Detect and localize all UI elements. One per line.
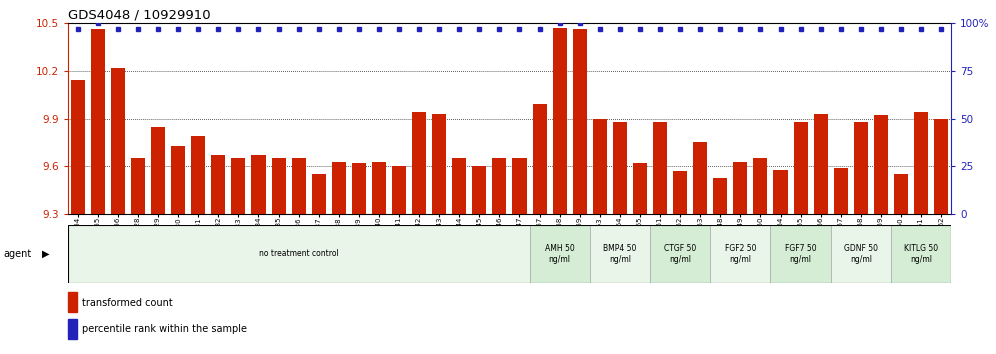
Bar (111, 68, 124, 214)
Bar (91, 29, 105, 214)
Text: GDNF 50
ng/ml: GDNF 50 ng/ml (844, 244, 877, 264)
Text: CTGF 50
ng/ml: CTGF 50 ng/ml (664, 244, 696, 264)
Text: transformed count: transformed count (82, 298, 172, 308)
Bar (573, 29, 587, 214)
Bar (272, 159, 286, 214)
Bar (914, 112, 928, 214)
Bar (854, 122, 868, 214)
FancyBboxPatch shape (590, 225, 650, 283)
Bar (894, 175, 908, 214)
Bar (392, 166, 406, 214)
Bar (472, 166, 486, 214)
Bar (653, 122, 667, 214)
Bar (873, 115, 887, 214)
Bar (713, 178, 727, 214)
Text: no treatment control: no treatment control (259, 250, 339, 258)
Text: KITLG 50
ng/ml: KITLG 50 ng/ml (904, 244, 938, 264)
Bar (613, 122, 626, 214)
Bar (593, 119, 607, 214)
Text: GDS4048 / 10929910: GDS4048 / 10929910 (68, 8, 210, 21)
Bar (251, 155, 266, 214)
FancyBboxPatch shape (710, 225, 771, 283)
FancyBboxPatch shape (771, 225, 831, 283)
Text: FGF7 50
ng/ml: FGF7 50 ng/ml (785, 244, 817, 264)
Text: AMH 50
ng/ml: AMH 50 ng/ml (545, 244, 575, 264)
Bar (533, 104, 547, 214)
Bar (68, 319, 77, 339)
Bar (412, 112, 426, 214)
Text: ▶: ▶ (42, 249, 50, 259)
Bar (934, 119, 948, 214)
Bar (131, 159, 145, 214)
Bar (553, 28, 567, 214)
Bar (632, 163, 647, 214)
Bar (673, 171, 687, 214)
Bar (733, 162, 747, 214)
Bar (332, 162, 346, 214)
FancyBboxPatch shape (68, 225, 530, 283)
FancyBboxPatch shape (891, 225, 951, 283)
FancyBboxPatch shape (530, 225, 590, 283)
Bar (513, 159, 527, 214)
Bar (753, 159, 768, 214)
Text: agent: agent (3, 249, 31, 259)
Bar (693, 143, 707, 214)
Bar (794, 122, 808, 214)
FancyBboxPatch shape (650, 225, 710, 283)
Bar (151, 127, 165, 214)
Text: FGF2 50
ng/ml: FGF2 50 ng/ml (725, 244, 756, 264)
Bar (452, 159, 466, 214)
Bar (231, 159, 245, 214)
Bar (211, 155, 225, 214)
Bar (774, 170, 788, 214)
Bar (432, 114, 446, 214)
FancyBboxPatch shape (831, 225, 891, 283)
Bar (372, 162, 386, 214)
Bar (492, 159, 506, 214)
Bar (814, 114, 828, 214)
Bar (312, 175, 326, 214)
Bar (352, 163, 366, 214)
Bar (68, 292, 77, 312)
Bar (191, 136, 205, 214)
Bar (71, 80, 85, 214)
Text: percentile rank within the sample: percentile rank within the sample (82, 324, 247, 334)
Bar (171, 146, 185, 214)
Bar (292, 159, 306, 214)
Text: BMP4 50
ng/ml: BMP4 50 ng/ml (604, 244, 636, 264)
Bar (834, 168, 848, 214)
